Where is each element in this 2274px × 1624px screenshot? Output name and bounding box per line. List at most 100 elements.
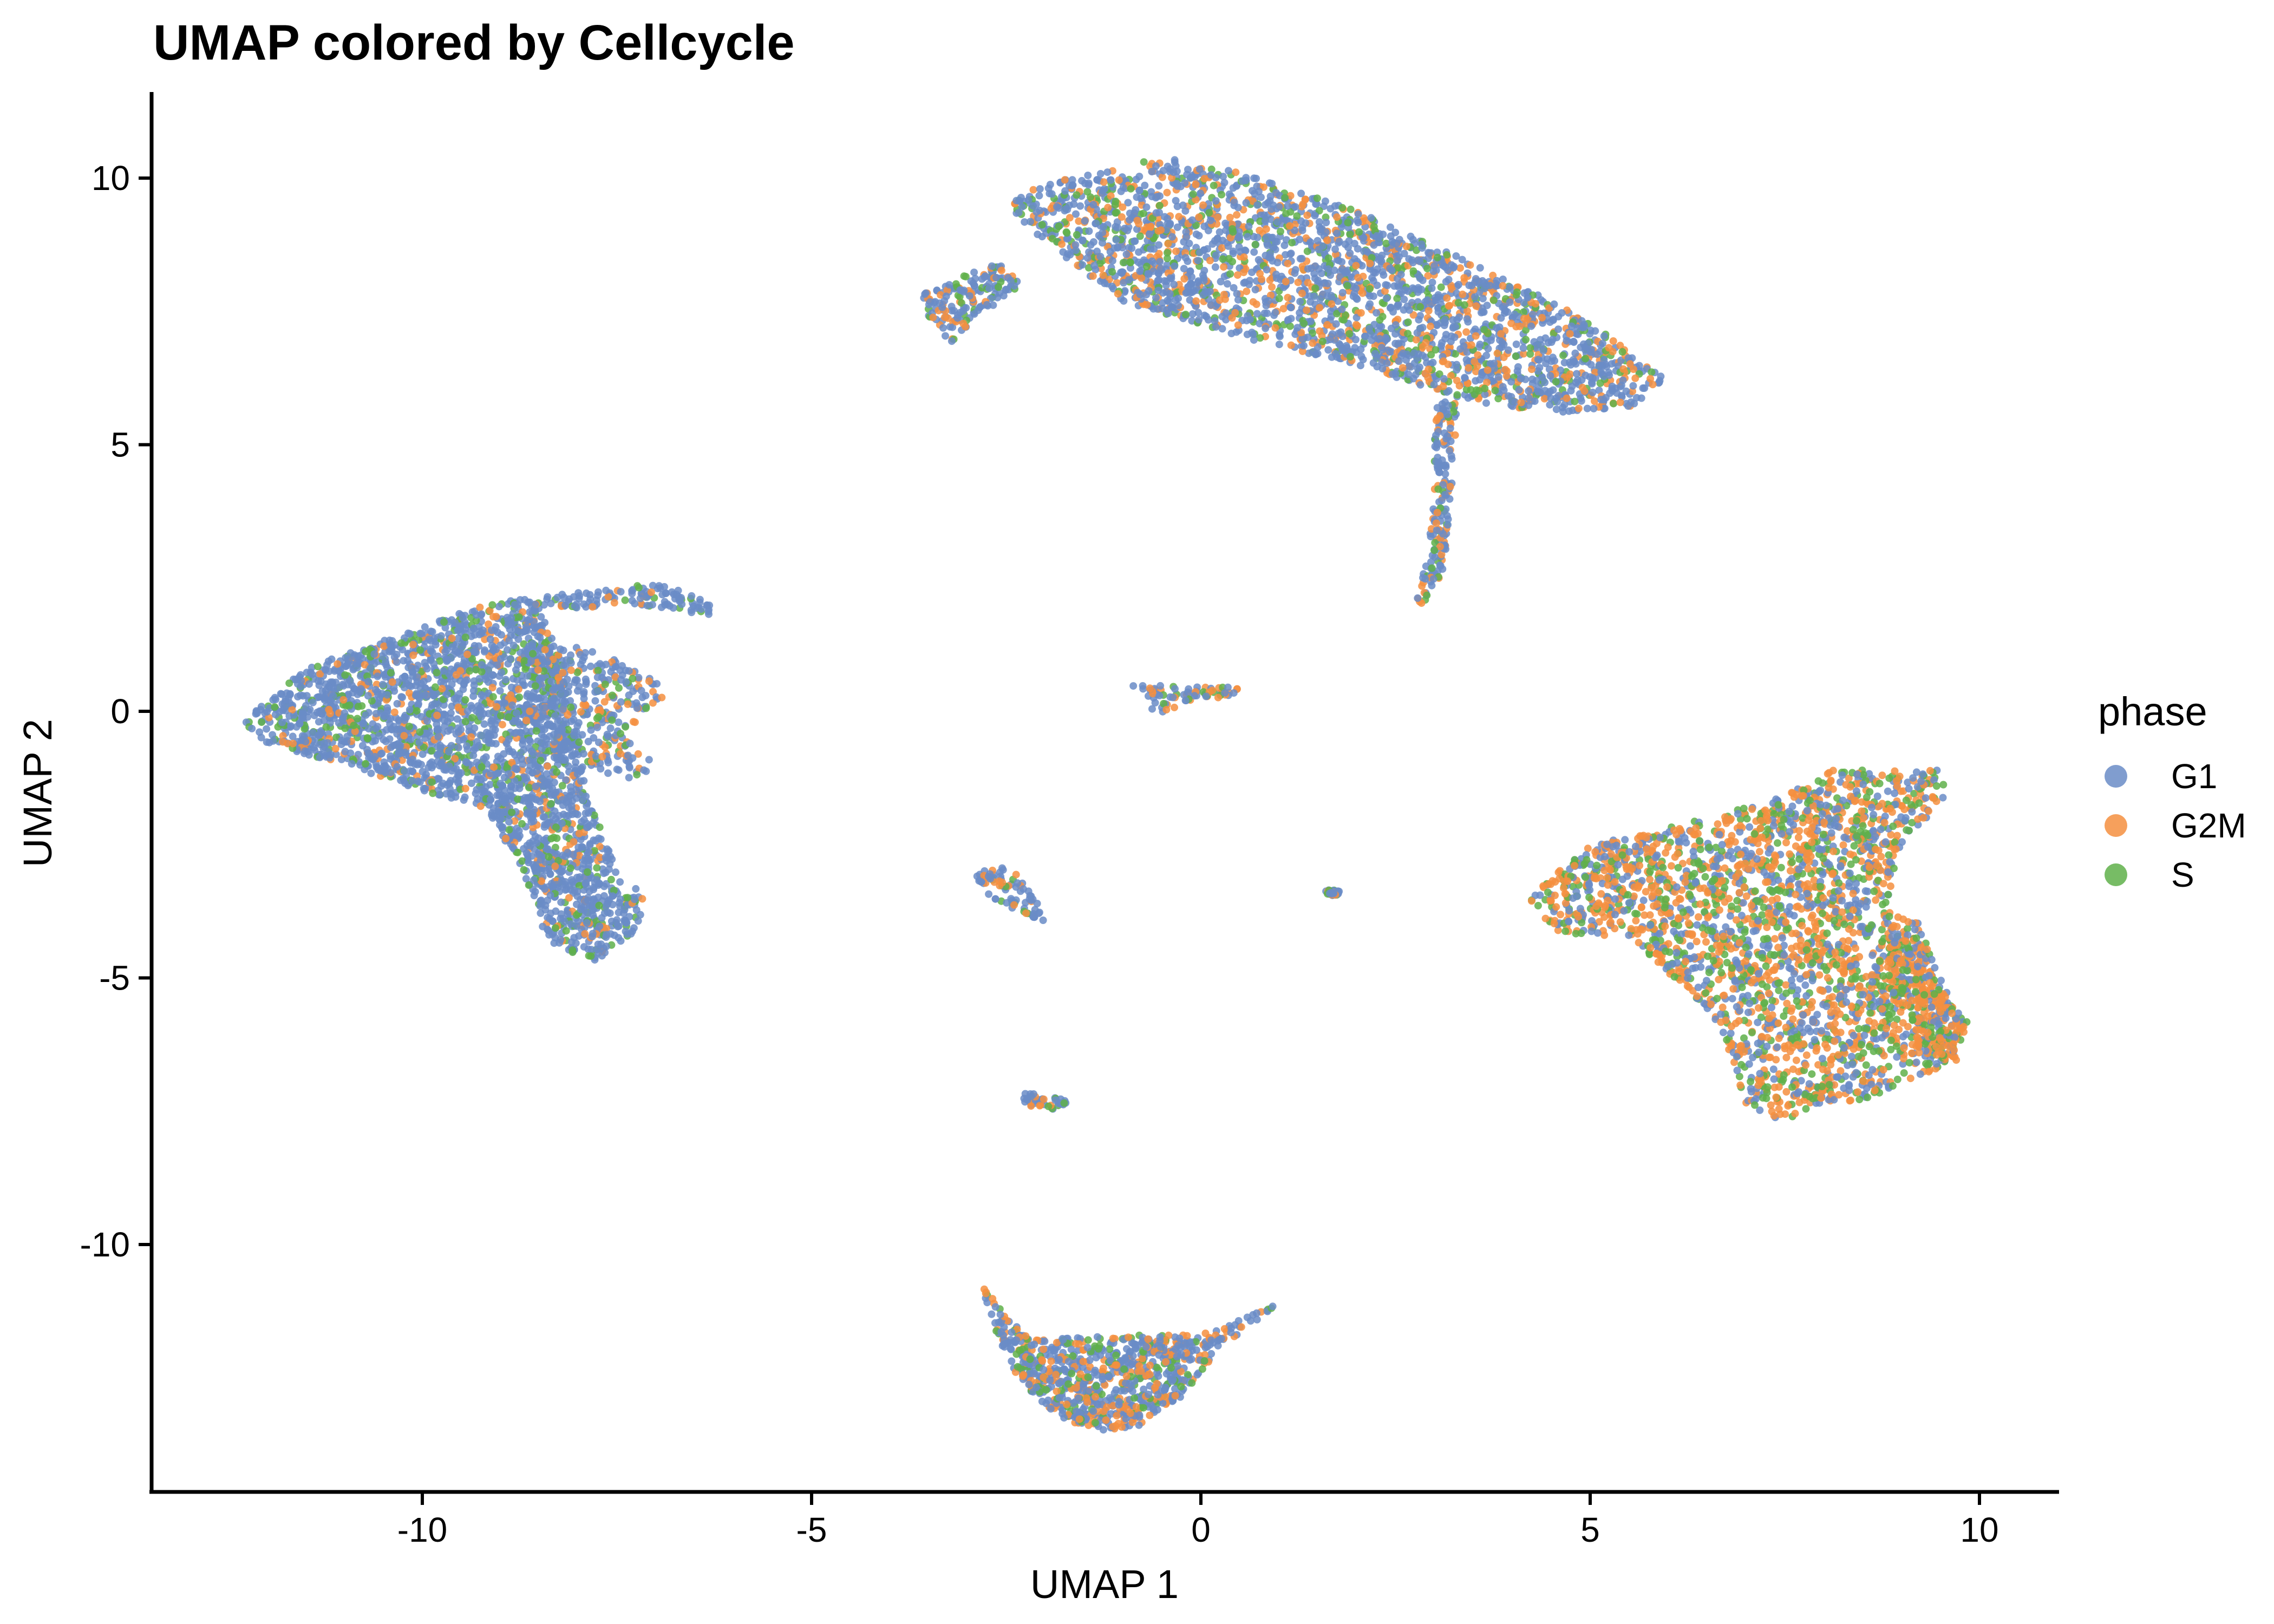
point-s [1038, 221, 1046, 229]
point-g1 [1315, 245, 1323, 253]
point-g1 [1170, 280, 1178, 289]
point-g2m [1214, 213, 1222, 221]
point-s [1552, 378, 1560, 386]
point-g1 [1002, 285, 1010, 293]
point-g1 [1096, 252, 1105, 260]
point-g1 [1188, 216, 1197, 224]
point-g1 [1416, 363, 1423, 371]
point-g2m [461, 784, 469, 793]
point-g2m [1500, 353, 1508, 362]
point-g1 [1230, 284, 1238, 292]
chart-title: UMAP colored by Cellcycle [153, 15, 795, 70]
point-s [1480, 326, 1488, 334]
point-g1 [1442, 461, 1450, 469]
point-g2m [1226, 213, 1234, 221]
point-g2m [1133, 217, 1141, 225]
point-g2m [1440, 357, 1448, 365]
point-g1 [1291, 203, 1299, 211]
point-g2m [1192, 181, 1200, 189]
point-g1 [1304, 265, 1312, 273]
point-s [1143, 263, 1151, 271]
point-g1 [1365, 303, 1373, 311]
point-g1 [1300, 342, 1308, 350]
point-g1 [965, 292, 973, 300]
point-g1 [1525, 387, 1533, 395]
point-g1 [1605, 371, 1613, 379]
point-g1 [1211, 317, 1219, 325]
point-g1 [1159, 167, 1167, 175]
point-g1 [1084, 179, 1093, 187]
point-g1 [1084, 172, 1092, 179]
point-g1 [1324, 346, 1332, 354]
point-g1 [1286, 303, 1295, 311]
point-s [995, 283, 1003, 291]
point-g2m [1402, 243, 1410, 251]
point-g1 [1632, 394, 1641, 402]
point-s [525, 783, 533, 791]
point-g1 [1218, 325, 1226, 333]
point-g1 [252, 710, 260, 718]
point-g2m [1157, 226, 1165, 234]
point-g1 [1090, 261, 1098, 270]
point-g2m [1447, 372, 1455, 380]
point-g1 [1089, 201, 1097, 209]
point-g2m [1649, 381, 1657, 389]
point-s [1494, 395, 1502, 403]
point-g1 [1595, 387, 1603, 395]
point-g1 [1079, 261, 1087, 269]
point-g1 [1500, 303, 1508, 311]
point-g1 [541, 619, 549, 627]
point-g2m [1357, 309, 1365, 317]
point-g1 [1338, 289, 1347, 297]
point-g1 [1181, 179, 1189, 187]
point-g1 [1211, 237, 1219, 245]
point-g1 [1298, 226, 1306, 234]
point-g1 [584, 809, 592, 817]
point-g2m [1066, 214, 1074, 222]
point-g1 [1484, 345, 1492, 353]
point-g1 [522, 849, 531, 857]
point-g1 [1456, 345, 1465, 353]
point-g1 [1487, 336, 1495, 344]
point-g2m [1399, 364, 1407, 372]
point-g1 [1527, 322, 1535, 330]
point-g1 [511, 751, 519, 759]
point-g2m [1424, 374, 1432, 382]
point-g2m [1453, 377, 1461, 384]
point-g1 [529, 769, 537, 777]
point-g1 [1081, 217, 1089, 225]
point-g1 [1122, 250, 1131, 258]
point-s [1491, 387, 1499, 395]
point-g1 [1180, 265, 1188, 273]
point-g1 [1546, 318, 1554, 326]
point-g1 [474, 795, 482, 803]
point-g2m [1501, 365, 1510, 374]
point-g1 [406, 706, 414, 714]
point-g2m [1422, 339, 1430, 347]
point-s [1282, 209, 1290, 218]
point-g1 [1148, 193, 1156, 200]
point-g1 [1131, 237, 1138, 245]
point-g1 [1235, 243, 1243, 251]
point-g1 [1531, 397, 1539, 405]
point-g2m [1316, 304, 1323, 312]
point-g1 [1250, 336, 1258, 344]
point-g1 [1087, 241, 1095, 249]
point-s [1355, 228, 1363, 236]
point-g2m [1234, 321, 1242, 329]
point-g1 [1267, 205, 1276, 213]
point-g2m [1266, 276, 1274, 284]
point-g1 [1276, 332, 1284, 340]
point-s [1512, 352, 1520, 361]
point-s [1453, 391, 1461, 399]
point-g1 [1186, 289, 1194, 297]
point-g2m [463, 650, 472, 658]
point-g1 [589, 911, 597, 919]
point-g1 [504, 660, 512, 668]
point-g2m [1328, 300, 1336, 308]
point-s [1559, 351, 1567, 359]
point-g1 [1108, 257, 1116, 265]
point-g1 [1440, 375, 1448, 383]
point-g1 [365, 750, 374, 758]
